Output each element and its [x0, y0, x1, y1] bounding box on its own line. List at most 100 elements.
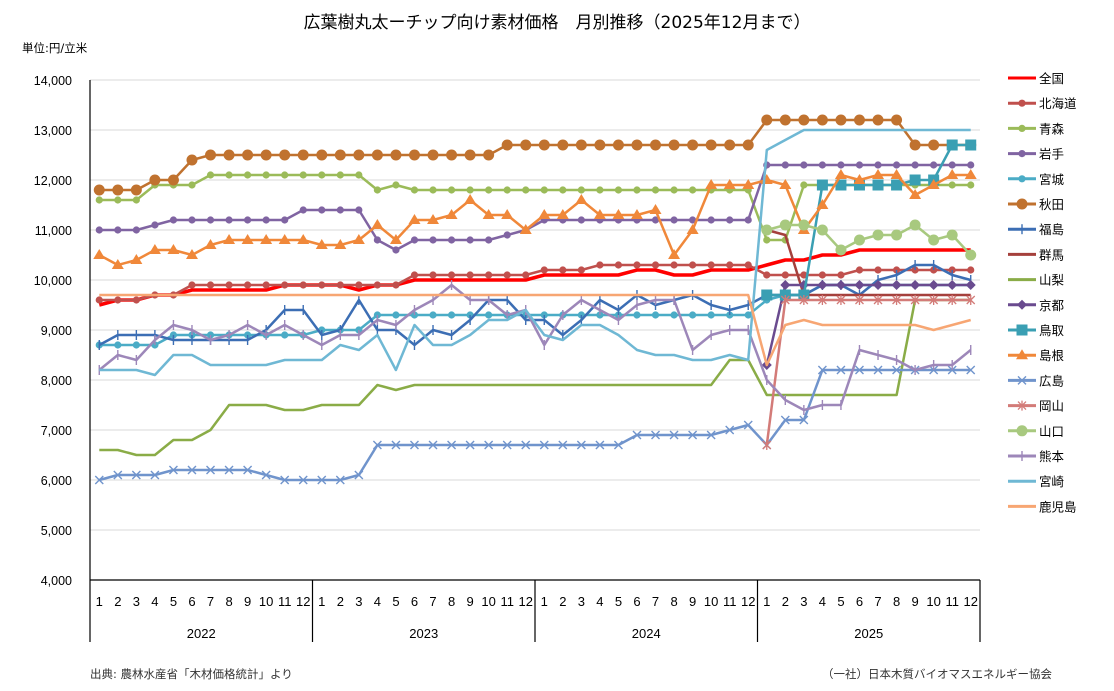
data-point — [95, 296, 103, 304]
data-point — [872, 179, 884, 191]
data-point — [780, 415, 790, 425]
data-point — [111, 259, 124, 269]
x-tick-label: 3 — [133, 594, 140, 609]
data-point — [966, 365, 976, 375]
data-point — [95, 196, 103, 204]
data-point — [948, 181, 956, 189]
data-point — [930, 161, 938, 169]
data-point — [206, 281, 215, 289]
x-tick-label: 3 — [800, 594, 807, 609]
legend-item: 秋田 — [1008, 197, 1064, 212]
data-point — [244, 216, 252, 224]
data-point — [668, 139, 680, 151]
data-point — [781, 271, 789, 279]
data-point — [392, 246, 400, 254]
data-point — [557, 139, 569, 151]
x-tick-label: 7 — [874, 594, 881, 609]
data-point — [835, 280, 846, 290]
data-point — [800, 161, 808, 169]
data-point — [633, 261, 641, 269]
data-point — [705, 179, 718, 189]
data-point — [668, 249, 681, 259]
data-point — [225, 171, 233, 179]
data-point — [223, 234, 236, 244]
chart-title: 広葉樹丸太ーチップ向け素材価格 月別推移（2025年12月まで） — [304, 13, 811, 33]
data-point — [631, 139, 643, 151]
legend-item: 熊本 — [1008, 449, 1065, 464]
data-point — [726, 216, 734, 224]
year-label: 2022 — [187, 626, 216, 641]
data-point — [410, 271, 419, 279]
x-tick-label: 8 — [225, 594, 232, 609]
data-point — [837, 271, 845, 279]
data-point — [892, 161, 901, 169]
data-point — [798, 219, 810, 231]
data-point — [651, 261, 660, 269]
legend-label: 山口 — [1039, 424, 1064, 439]
series-北海道 — [95, 261, 975, 304]
data-point — [872, 114, 884, 126]
legend-label: 全国 — [1039, 71, 1064, 86]
x-tick-label: 10 — [259, 594, 273, 609]
data-point — [593, 209, 606, 219]
data-point — [429, 271, 437, 279]
data-point — [763, 236, 771, 244]
data-point — [596, 186, 604, 194]
legend-label: 京都 — [1039, 298, 1065, 313]
x-tick-label: 1 — [541, 594, 548, 609]
data-point — [485, 271, 493, 279]
year-label: 2023 — [409, 626, 438, 641]
data-point — [800, 271, 808, 279]
legend-label: 鳥取 — [1039, 323, 1065, 338]
data-point — [503, 186, 511, 194]
legend-label: 岡山 — [1039, 399, 1064, 414]
data-point — [371, 219, 384, 229]
data-point — [389, 234, 402, 244]
data-point — [743, 420, 753, 430]
data-point — [909, 219, 921, 231]
data-point — [689, 311, 697, 319]
data-point — [967, 161, 975, 169]
data-point — [392, 281, 400, 289]
x-tick-label: 12 — [741, 594, 755, 609]
legend-label: 福島 — [1039, 222, 1064, 237]
data-point — [114, 226, 122, 234]
legend-item: 京都 — [1008, 298, 1065, 313]
data-point — [114, 341, 122, 349]
x-tick-label: 12 — [963, 594, 977, 609]
data-point — [800, 181, 808, 189]
y-tick-label: 14,000 — [34, 74, 72, 88]
data-point — [725, 425, 735, 435]
legend-item: 岡山 — [1008, 399, 1064, 414]
data-point — [281, 281, 289, 289]
data-point — [946, 139, 958, 151]
data-point — [872, 169, 885, 179]
data-point — [168, 465, 178, 475]
y-tick-label: 7,000 — [41, 424, 72, 438]
data-point — [910, 280, 921, 290]
x-tick-label: 10 — [704, 594, 718, 609]
data-point — [781, 161, 789, 169]
data-point — [167, 174, 179, 186]
data-point — [299, 206, 307, 214]
series-全国 — [98, 248, 971, 307]
data-point — [132, 226, 140, 234]
series-宮崎 — [99, 128, 971, 377]
data-point — [521, 440, 531, 450]
data-point — [613, 440, 623, 450]
data-point — [651, 311, 660, 319]
data-point — [726, 261, 734, 269]
data-point — [243, 465, 253, 475]
data-point — [485, 186, 493, 194]
data-point — [595, 440, 605, 450]
data-point — [391, 440, 401, 450]
y-tick-label: 12,000 — [34, 174, 72, 188]
x-tick-label: 12 — [518, 594, 532, 609]
data-point — [761, 224, 773, 236]
data-point — [279, 149, 291, 161]
data-point — [946, 169, 959, 179]
data-point — [688, 430, 698, 440]
data-point — [761, 289, 773, 301]
data-point — [355, 171, 363, 179]
x-tick-label: 4 — [596, 594, 603, 609]
